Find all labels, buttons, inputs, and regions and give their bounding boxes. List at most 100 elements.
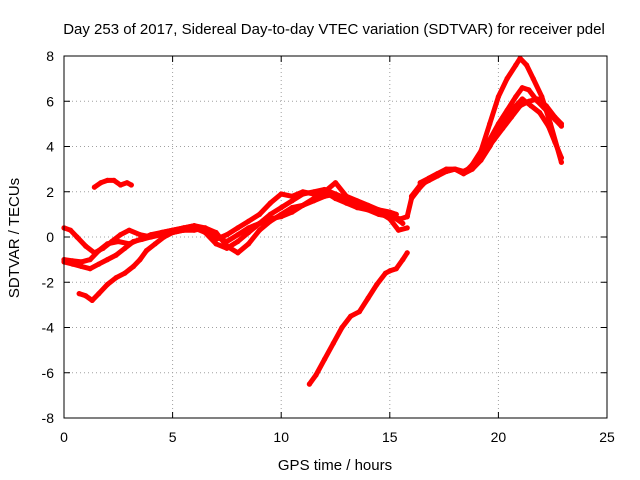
data-point <box>356 309 362 315</box>
data-point <box>300 191 306 197</box>
data-point <box>495 94 501 100</box>
data-point <box>311 189 317 195</box>
data-point <box>400 220 406 226</box>
data-point <box>170 229 176 236</box>
data-point <box>278 205 284 211</box>
data-point <box>365 205 371 211</box>
data-point <box>78 263 84 269</box>
y-tick-label: -6 <box>42 365 55 381</box>
data-point <box>300 202 306 208</box>
y-tick-label: 4 <box>46 139 54 155</box>
data-point <box>558 159 565 165</box>
y-tick-label: -4 <box>42 320 55 336</box>
data-point <box>435 171 441 177</box>
data-point <box>267 200 273 206</box>
data-point <box>148 234 154 240</box>
y-tick-label: 6 <box>46 93 54 109</box>
data-point <box>543 103 549 109</box>
data-point <box>330 340 336 346</box>
series-arc-2 <box>61 186 410 256</box>
y-tick-label: 8 <box>46 48 54 64</box>
data-point <box>87 266 93 272</box>
data-point <box>74 234 80 240</box>
data-point <box>528 103 534 109</box>
data-point <box>91 184 97 190</box>
data-point <box>224 232 230 238</box>
data-point <box>224 243 230 249</box>
data-point <box>213 241 219 247</box>
data-point <box>137 232 143 238</box>
axis-ticks: 0 5 10 15 20 25 -8 -6 -4 -2 0 2 4 6 8 <box>42 48 615 445</box>
data-point <box>348 313 354 319</box>
data-point <box>235 225 241 231</box>
data-point <box>78 259 84 265</box>
data-point <box>504 76 510 82</box>
data-point <box>513 62 519 68</box>
series-arc-6 <box>306 250 410 387</box>
series-line <box>306 250 410 387</box>
data-point <box>96 261 102 267</box>
x-tick-label: 0 <box>60 429 68 445</box>
series-arc-10 <box>474 96 565 165</box>
data-point <box>70 261 76 267</box>
data-point <box>526 98 532 104</box>
x-tick-label: 25 <box>599 429 615 445</box>
data-point <box>552 114 558 120</box>
data-point <box>100 245 106 251</box>
data-point <box>443 168 449 174</box>
data-point <box>83 243 89 249</box>
x-tick-label: 20 <box>491 429 507 445</box>
data-point <box>76 291 82 297</box>
data-point <box>122 245 128 251</box>
data-point <box>256 227 263 233</box>
data-point <box>87 257 93 263</box>
data-point <box>469 166 475 172</box>
data-point <box>487 121 493 127</box>
data-point <box>104 177 110 183</box>
data-point <box>67 227 74 233</box>
data-point <box>558 121 565 127</box>
series-arc-4 <box>76 191 406 303</box>
data-point <box>387 268 393 274</box>
data-point <box>130 263 137 269</box>
data-point <box>374 281 380 288</box>
data-point <box>91 250 97 256</box>
x-tick-label: 10 <box>273 429 289 445</box>
data-point <box>235 238 241 245</box>
data-point <box>404 225 410 231</box>
data-point <box>404 214 410 220</box>
data-point <box>395 227 402 233</box>
data-point <box>322 356 328 362</box>
data-point <box>452 166 458 172</box>
data-point <box>113 275 119 281</box>
data-point <box>267 218 273 224</box>
data-point <box>545 123 552 129</box>
data-point <box>289 198 295 204</box>
data-point <box>482 148 488 154</box>
data-series <box>61 55 565 387</box>
data-point <box>474 159 480 165</box>
data-point <box>213 229 219 236</box>
y-tick-label: -2 <box>42 274 55 290</box>
grid-lines <box>64 56 607 418</box>
data-point <box>267 211 273 217</box>
data-point <box>393 216 399 222</box>
data-point <box>558 155 565 161</box>
data-point <box>332 180 339 186</box>
data-point <box>519 85 525 91</box>
data-point <box>400 257 406 263</box>
data-point <box>313 372 319 378</box>
data-point <box>537 110 543 116</box>
data-point <box>519 96 525 102</box>
data-point <box>311 198 317 204</box>
data-point <box>246 218 252 224</box>
data-point <box>104 257 110 263</box>
data-point <box>393 266 399 272</box>
data-point <box>354 202 360 208</box>
data-point <box>137 257 143 263</box>
series-arc-7 <box>404 55 565 220</box>
data-point <box>83 293 89 299</box>
data-point <box>426 175 432 181</box>
data-point <box>117 232 124 238</box>
